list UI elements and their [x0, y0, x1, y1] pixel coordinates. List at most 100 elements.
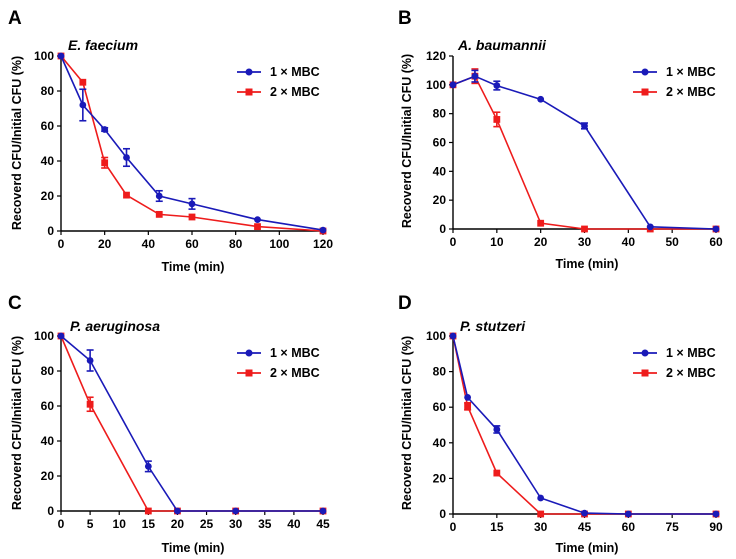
- panel-d-ylabel: Recoverd CFU/Initial CFU (%): [400, 336, 414, 510]
- data-point-circle: [174, 507, 181, 515]
- data-point-circle: [449, 81, 457, 89]
- panel-b-plot: 0 20 40 60 80 100 120 0 10 20 30 40 50 60: [426, 49, 723, 249]
- series-line-2x-mbc: [60, 335, 323, 512]
- x-tick-label: 75: [665, 520, 679, 534]
- panel-c-xlabel: Time (min): [162, 541, 225, 555]
- panel-a-title: E. faecium: [68, 37, 138, 53]
- panel-b: B A. baumannii Time (min) Recoverd CFU/I…: [398, 8, 723, 271]
- panel-a: A E. faecium Time (min) Recoverd CFU/Ini…: [8, 8, 333, 274]
- x-tick-label: 20: [171, 517, 185, 531]
- x-tick-label: 30: [229, 517, 243, 531]
- data-point-circle: [188, 200, 196, 208]
- data-point-circle: [493, 426, 501, 433]
- x-tick-label: 40: [287, 517, 301, 531]
- y-tick-label: 80: [41, 364, 55, 378]
- data-point-square: [101, 159, 109, 167]
- panel-d: D P. stutzeri Time (min) Recoverd CFU/In…: [398, 293, 723, 555]
- legend-2x-marker: [641, 369, 649, 377]
- data-point-square: [86, 400, 94, 408]
- legend-2x-marker: [641, 88, 649, 96]
- y-tick-label: 20: [41, 469, 55, 483]
- y-tick-label: 80: [433, 107, 447, 121]
- data-point-square: [493, 469, 501, 477]
- data-point-circle: [471, 72, 479, 80]
- series-line-2x-mbc: [60, 55, 324, 232]
- x-tick-label: 5: [87, 517, 94, 531]
- panel-b-title: A. baumannii: [457, 37, 547, 53]
- data-point-circle: [581, 509, 588, 517]
- panel-d-legend: 1 × MBC 2 × MBC: [633, 346, 716, 380]
- y-tick-label: 20: [433, 471, 447, 485]
- legend-1x-label: 1 × MBC: [270, 65, 320, 79]
- data-point-circle: [79, 101, 87, 109]
- data-point-circle: [319, 226, 327, 234]
- legend-1x-marker: [245, 349, 253, 357]
- x-tick-label: 30: [534, 520, 548, 534]
- x-tick-label: 15: [490, 520, 504, 534]
- x-tick-label: 80: [229, 237, 243, 251]
- panel-a-plot: 0 20 40 60 80 100 0 20 40 60 80 100 120: [34, 49, 333, 251]
- x-tick-label: 40: [622, 235, 636, 249]
- x-tick-label: 10: [490, 235, 504, 249]
- y-tick-label: 80: [41, 84, 55, 98]
- data-point-circle: [155, 192, 163, 200]
- y-tick-label: 20: [41, 189, 55, 203]
- x-tick-label: 45: [578, 520, 592, 534]
- data-point-square: [493, 116, 501, 123]
- legend-2x-marker: [245, 369, 253, 377]
- x-tick-label: 35: [258, 517, 272, 531]
- panel-a-ylabel: Recoverd CFU/Initial CFU (%): [10, 56, 24, 230]
- panel-d-letter: D: [398, 293, 412, 314]
- data-point-circle: [101, 126, 109, 133]
- data-point-circle: [464, 394, 472, 401]
- x-tick-label: 45: [316, 517, 330, 531]
- data-point-square: [254, 223, 261, 231]
- legend-1x-marker: [641, 349, 649, 357]
- panel-a-xlabel: Time (min): [162, 260, 225, 274]
- data-point-circle: [712, 510, 720, 518]
- series-line-2x-mbc: [452, 75, 716, 230]
- panel-b-xlabel: Time (min): [556, 257, 619, 271]
- panel-d-xlabel: Time (min): [556, 541, 619, 555]
- x-tick-label: 0: [58, 517, 65, 531]
- legend-2x-label: 2 × MBC: [666, 85, 716, 99]
- data-point-circle: [537, 95, 545, 103]
- data-point-square: [537, 510, 545, 518]
- legend-2x-marker: [245, 88, 253, 96]
- data-point-circle: [581, 122, 588, 130]
- data-point-circle: [646, 223, 654, 231]
- data-point-circle: [449, 332, 457, 340]
- x-tick-label: 60: [709, 235, 723, 249]
- y-tick-label: 40: [433, 164, 447, 178]
- data-point-circle: [123, 154, 130, 161]
- series-line-1x-mbc: [60, 335, 323, 512]
- y-tick-label: 60: [433, 136, 447, 150]
- x-tick-label: 0: [58, 237, 65, 251]
- y-tick-label: 40: [41, 154, 55, 168]
- data-point-square: [464, 402, 472, 410]
- x-tick-label: 20: [534, 235, 548, 249]
- x-tick-label: 120: [313, 237, 333, 251]
- data-point-circle: [232, 507, 240, 515]
- x-tick-label: 60: [185, 237, 199, 251]
- x-tick-label: 25: [200, 517, 214, 531]
- data-point-square: [188, 213, 196, 221]
- data-point-square: [144, 507, 152, 515]
- y-tick-label: 0: [439, 507, 446, 521]
- panel-d-plot: 0 20 40 60 80 100 0 15 30 45 60 75 90: [426, 329, 723, 534]
- y-tick-label: 60: [41, 119, 55, 133]
- data-point-circle: [319, 507, 327, 515]
- panel-c-title: P. aeruginosa: [70, 318, 160, 334]
- y-tick-label: 100: [426, 78, 446, 92]
- y-tick-label: 60: [41, 399, 55, 413]
- x-tick-label: 50: [665, 235, 679, 249]
- series-line-1x-mbc: [452, 335, 716, 515]
- x-tick-label: 0: [450, 520, 457, 534]
- panel-b-legend: 1 × MBC 2 × MBC: [633, 65, 716, 99]
- x-tick-label: 100: [269, 237, 289, 251]
- data-point-circle: [57, 332, 65, 340]
- series-line-1x-mbc: [60, 55, 324, 231]
- y-tick-label: 100: [34, 329, 54, 343]
- panel-b-letter: B: [398, 8, 412, 29]
